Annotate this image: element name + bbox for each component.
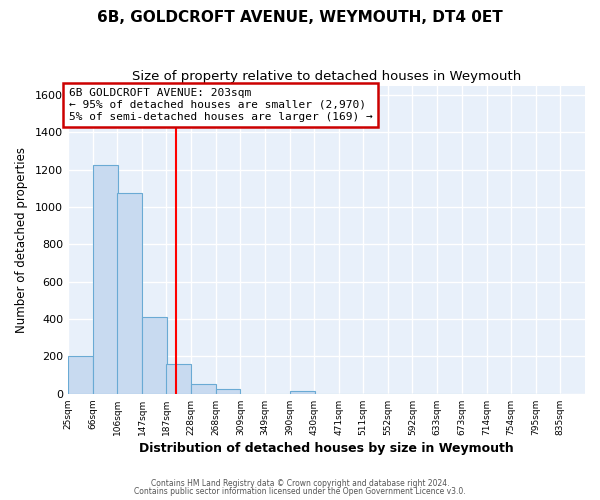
Bar [142, 317, 167, 394]
Bar [68, 356, 93, 394]
Text: Contains HM Land Registry data © Crown copyright and database right 2024.: Contains HM Land Registry data © Crown c… [151, 478, 449, 488]
Bar [191, 384, 216, 394]
X-axis label: Distribution of detached houses by size in Weymouth: Distribution of detached houses by size … [139, 442, 514, 455]
Bar [93, 165, 118, 394]
Bar [117, 193, 142, 394]
Text: Contains public sector information licensed under the Open Government Licence v3: Contains public sector information licen… [134, 487, 466, 496]
Text: 6B GOLDCROFT AVENUE: 203sqm
← 95% of detached houses are smaller (2,970)
5% of s: 6B GOLDCROFT AVENUE: 203sqm ← 95% of det… [68, 88, 372, 122]
Title: Size of property relative to detached houses in Weymouth: Size of property relative to detached ho… [132, 70, 521, 83]
Y-axis label: Number of detached properties: Number of detached properties [15, 146, 28, 332]
Text: 6B, GOLDCROFT AVENUE, WEYMOUTH, DT4 0ET: 6B, GOLDCROFT AVENUE, WEYMOUTH, DT4 0ET [97, 10, 503, 25]
Bar [215, 389, 241, 394]
Bar [290, 391, 314, 394]
Bar [166, 364, 191, 394]
